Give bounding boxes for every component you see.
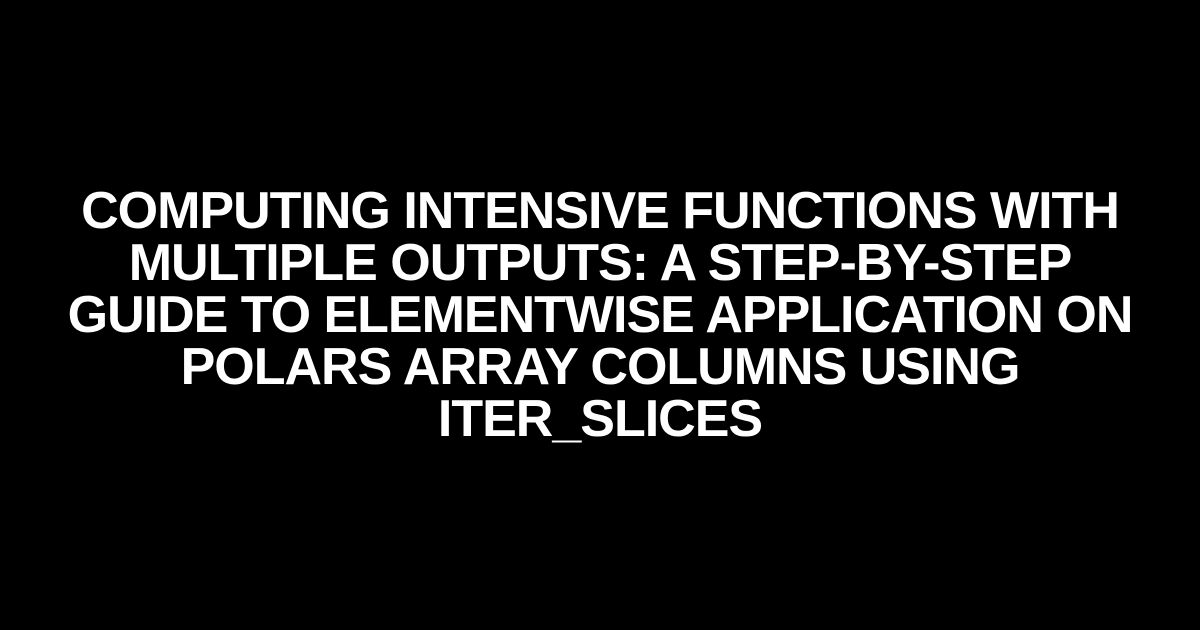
page-title: Computing Intensive Functions with Multi… [0,185,1200,445]
